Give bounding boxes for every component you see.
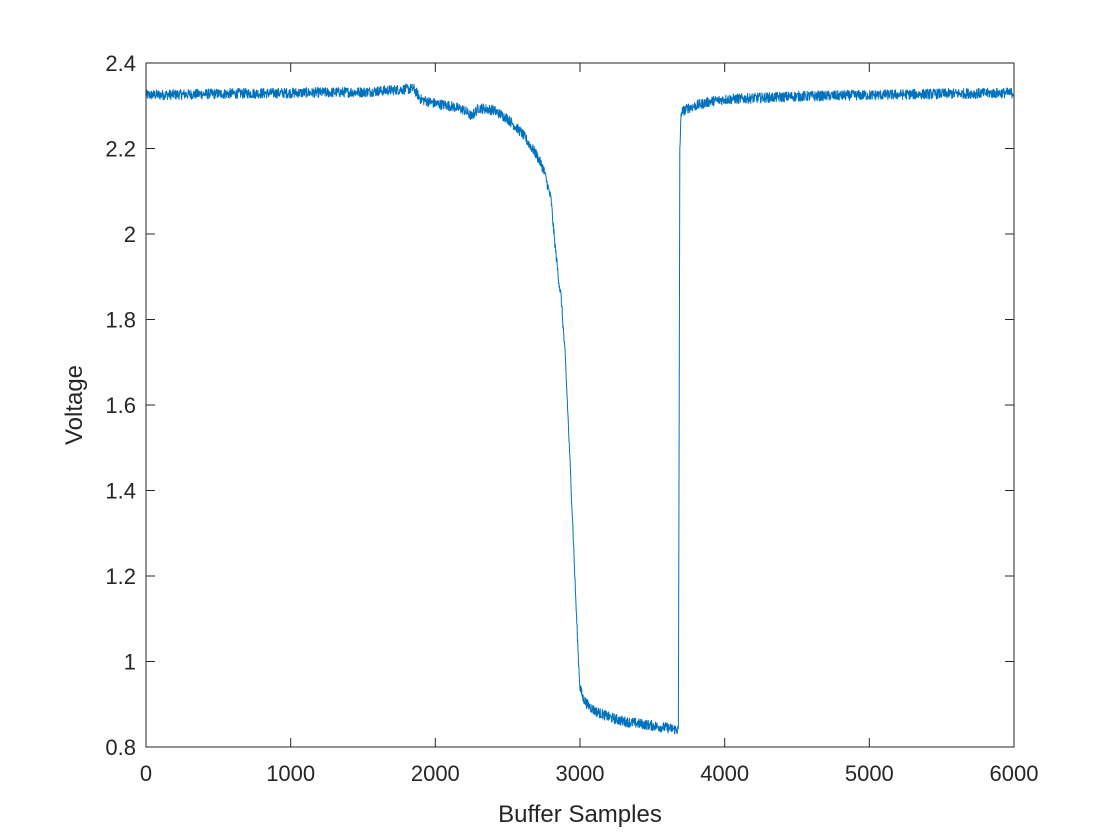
y-tick-label: 0.8 <box>105 735 136 760</box>
y-tick-label: 1.8 <box>105 308 136 333</box>
y-tick-label: 2.4 <box>105 51 136 76</box>
y-tick-label: 1.6 <box>105 393 136 418</box>
x-tick-label: 4000 <box>700 761 749 786</box>
x-tick-label: 2000 <box>411 761 460 786</box>
y-tick-label: 1.2 <box>105 564 136 589</box>
series-layer <box>145 83 1015 735</box>
y-tick-label: 1.4 <box>105 479 136 504</box>
x-tick-label: 5000 <box>845 761 894 786</box>
x-tick-label: 6000 <box>990 761 1039 786</box>
voltage-series-line <box>145 83 1015 735</box>
x-tick-label: 1000 <box>266 761 315 786</box>
y-axis-label: Voltage <box>61 365 88 445</box>
plot-background <box>146 63 1014 747</box>
x-axis-ticks: 0 1000 2000 3000 4000 5000 6000 <box>140 63 1039 786</box>
y-tick-label: 1 <box>124 650 136 675</box>
y-tick-label: 2.2 <box>105 137 136 162</box>
x-axis-label: Buffer Samples <box>498 801 662 828</box>
y-axis-ticks: 0.8 1 1.2 1.4 1.6 1.8 2 2.2 2.4 <box>105 51 1014 760</box>
x-tick-label: 0 <box>140 761 152 786</box>
y-tick-label: 2 <box>124 222 136 247</box>
x-tick-label: 3000 <box>556 761 605 786</box>
